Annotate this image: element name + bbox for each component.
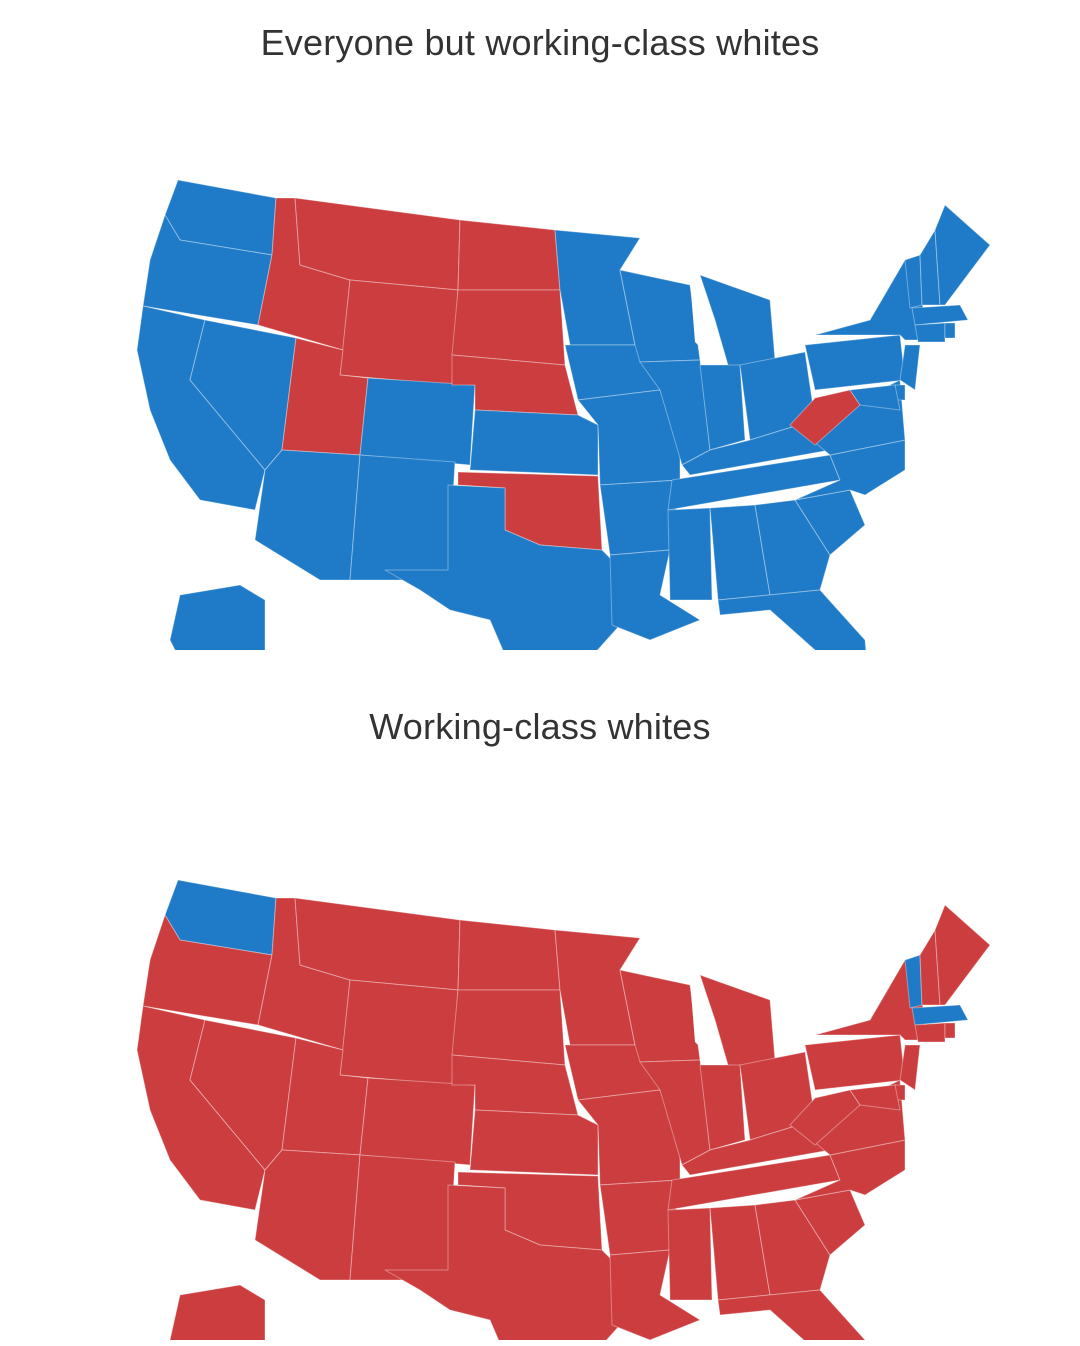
map-title-bottom: Working-class whites xyxy=(369,706,711,747)
state-ks xyxy=(469,409,599,476)
state-me xyxy=(934,204,991,306)
state-ga xyxy=(754,1199,831,1296)
state-tx xyxy=(384,484,621,650)
state-nm xyxy=(349,1154,456,1281)
state-md xyxy=(849,1084,901,1111)
state-ak xyxy=(169,584,266,650)
state-pa xyxy=(804,334,906,391)
map-panel-bottom: Working-class whites xyxy=(0,690,1080,1340)
state-sc xyxy=(794,1189,866,1256)
state-co xyxy=(359,377,476,466)
state-ri xyxy=(944,322,956,339)
state-ak xyxy=(169,1284,266,1340)
state-sd xyxy=(451,989,566,1066)
state-in xyxy=(699,364,746,451)
state-ma xyxy=(911,1004,969,1026)
state-co xyxy=(359,1077,476,1166)
us-map-top xyxy=(136,179,991,650)
lake-superior xyxy=(640,938,710,970)
state-ri xyxy=(944,1022,956,1039)
state-sc xyxy=(794,489,866,556)
state-nd xyxy=(457,919,561,991)
lake-michigan xyxy=(690,280,712,352)
state-wy xyxy=(339,979,459,1086)
state-nj xyxy=(899,344,921,391)
state-az xyxy=(254,1149,361,1281)
state-me xyxy=(934,904,991,1006)
state-ks xyxy=(469,1109,599,1176)
state-pa xyxy=(804,1034,906,1091)
state-ma xyxy=(911,304,969,326)
state-wy xyxy=(339,279,459,386)
state-ct xyxy=(914,1022,946,1043)
state-nc xyxy=(794,439,906,501)
state-nm xyxy=(349,454,456,581)
map-panel-top: Everyone but working-class whites xyxy=(0,0,1080,660)
state-ms xyxy=(667,507,713,601)
lake-michigan xyxy=(690,980,712,1052)
state-nj xyxy=(899,1044,921,1091)
state-az xyxy=(254,449,361,581)
lake-superior xyxy=(640,238,710,270)
state-ms xyxy=(667,1207,713,1301)
state-fl xyxy=(717,589,867,650)
state-sd xyxy=(451,289,566,366)
state-ct xyxy=(914,322,946,343)
us-map-bottom xyxy=(136,879,991,1340)
state-nc xyxy=(794,1139,906,1201)
state-ga xyxy=(754,499,831,596)
state-fl xyxy=(717,1289,866,1340)
state-md xyxy=(849,384,901,411)
state-tx xyxy=(384,1184,621,1340)
map-title-top: Everyone but working-class whites xyxy=(260,22,820,63)
state-in xyxy=(699,1064,746,1151)
state-nd xyxy=(457,219,561,291)
